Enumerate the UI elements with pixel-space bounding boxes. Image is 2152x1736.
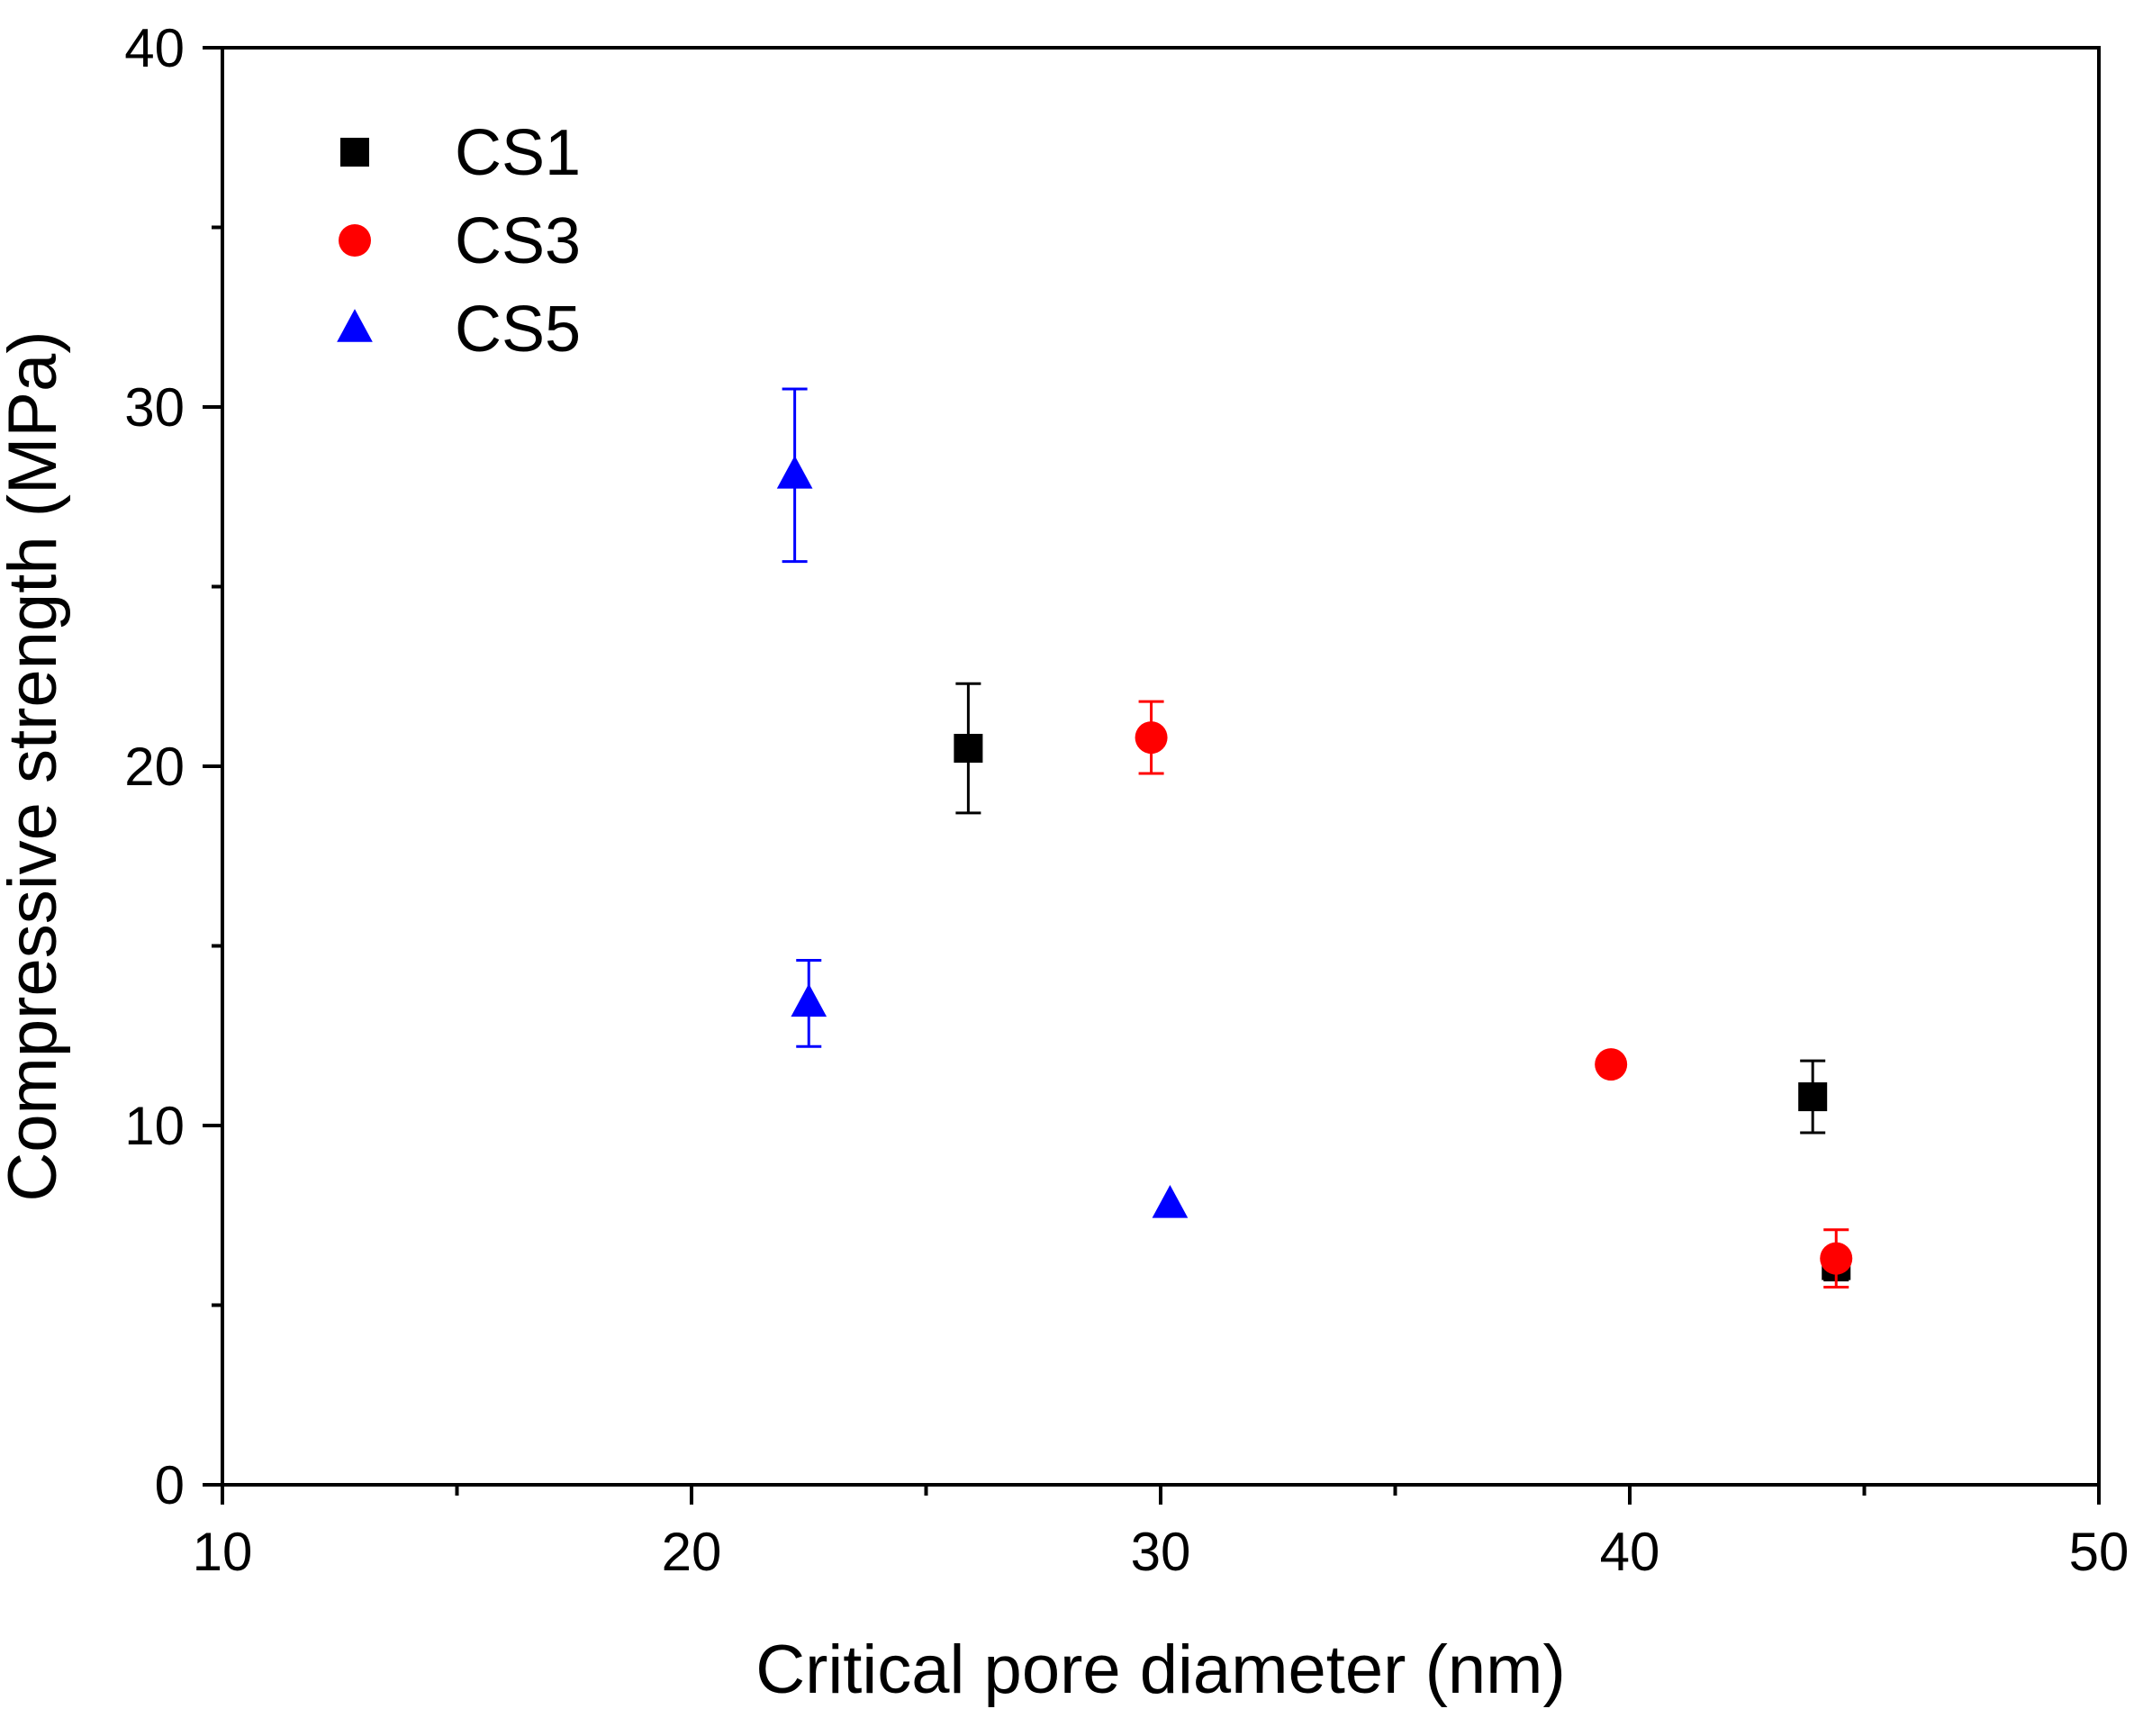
x-tick-label: 50 — [2069, 1522, 2129, 1582]
data-point-cs5 — [776, 455, 813, 489]
series-cs1 — [954, 682, 1851, 1282]
y-tick-label: 30 — [124, 377, 185, 438]
data-point-cs1 — [954, 734, 983, 764]
y-tick-label: 0 — [155, 1455, 185, 1515]
x-tick-label: 20 — [662, 1522, 722, 1582]
data-point-cs3 — [1820, 1242, 1853, 1275]
series-cs3 — [1135, 700, 1853, 1289]
legend: CS1 CS3 CS5 — [337, 117, 581, 366]
y-tick-label: 20 — [124, 737, 185, 797]
data-point-cs5 — [1152, 1184, 1189, 1218]
x-axis-title: Critical pore diameter (nm) — [755, 1632, 1566, 1708]
plot-frame — [221, 46, 2101, 1487]
legend-marker-cs1 — [340, 138, 369, 167]
legend-label-cs5: CS5 — [455, 294, 581, 366]
x-tick-label: 40 — [1600, 1522, 1660, 1582]
legend-label-cs3: CS3 — [455, 205, 581, 277]
data-point-cs3 — [1595, 1048, 1628, 1081]
series-cs5 — [776, 387, 1189, 1218]
x-axis-ticks: 10 20 30 40 50 — [193, 1485, 2129, 1582]
legend-marker-cs5 — [337, 309, 373, 342]
x-tick-label: 30 — [1131, 1522, 1191, 1582]
legend-label-cs1: CS1 — [455, 117, 581, 189]
data-point-cs3 — [1135, 721, 1168, 755]
y-axis-ticks: 0 10 20 30 40 — [124, 18, 222, 1515]
y-axis-title: Compressive strength (MPa) — [0, 330, 71, 1201]
plot-marks — [776, 387, 1853, 1289]
x-tick-label: 10 — [193, 1522, 253, 1582]
legend-marker-cs3 — [339, 224, 371, 257]
data-point-cs1 — [1798, 1082, 1828, 1112]
y-tick-label: 10 — [124, 1096, 185, 1156]
y-tick-label: 40 — [124, 18, 185, 78]
data-point-cs5 — [791, 983, 827, 1017]
